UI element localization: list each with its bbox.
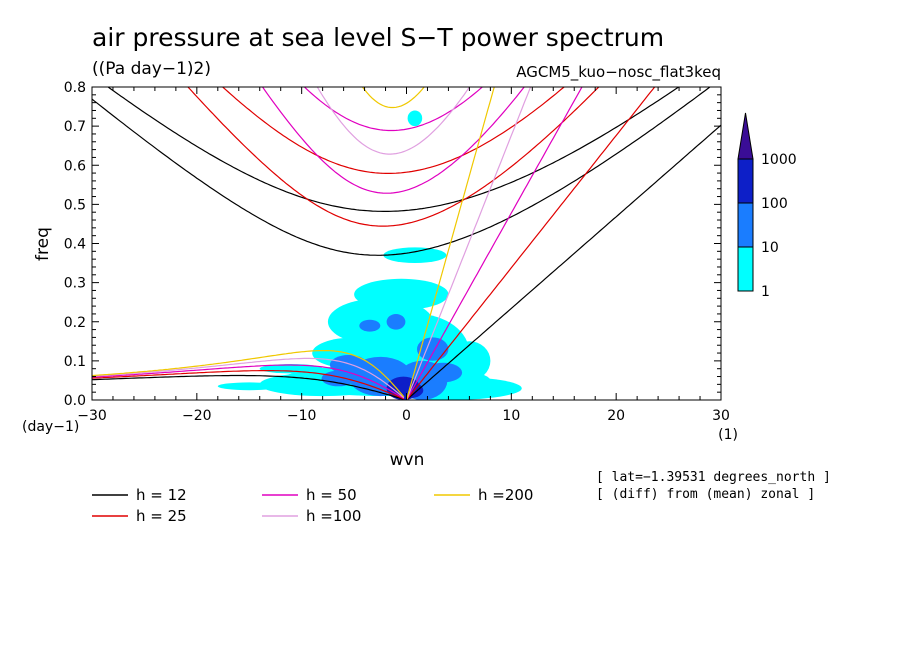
spectral-blob bbox=[386, 314, 406, 330]
x-tick-label: 20 bbox=[607, 408, 625, 424]
spectral-blob bbox=[407, 110, 423, 127]
dispersion-curve bbox=[316, 87, 471, 155]
spectral-blob bbox=[424, 362, 463, 383]
dispersion-curve bbox=[92, 357, 405, 399]
legend-label: h =200 bbox=[478, 486, 533, 504]
dispersion-curve bbox=[291, 0, 509, 19]
colorbar: 1 10 100 1000 bbox=[737, 112, 797, 300]
x-tick-label: −10 bbox=[287, 408, 317, 424]
dispersion-curve bbox=[303, 87, 484, 132]
spectral-blob bbox=[217, 382, 281, 391]
dispersion-curve bbox=[361, 87, 425, 109]
x-tick-label: 30 bbox=[712, 408, 730, 424]
legend-label: h =100 bbox=[306, 507, 361, 525]
annotation-diff: [ (diff) from (mean) zonal ] bbox=[596, 487, 815, 502]
dispersion-curve bbox=[92, 374, 405, 400]
y-unit-label: (day−1) bbox=[22, 419, 79, 435]
chart-units: ((Pa day−1)2) bbox=[92, 59, 211, 79]
colorbar-label: 10 bbox=[761, 240, 779, 256]
spectral-blob bbox=[359, 319, 381, 332]
dispersion-curve bbox=[92, 364, 405, 399]
dispersion-curve bbox=[261, 87, 525, 194]
x-tick-label: −20 bbox=[182, 408, 212, 424]
experiment-label: AGCM5_kuo−nosc_flat3keq bbox=[516, 63, 721, 82]
spectral-blob bbox=[383, 247, 447, 263]
colorbar-label: 1000 bbox=[761, 152, 797, 168]
dispersion-curve bbox=[406, 124, 721, 400]
colorbar-segment bbox=[737, 158, 754, 204]
y-tick-label: 0.5 bbox=[64, 197, 86, 213]
spectral-blob bbox=[327, 298, 433, 346]
legend-label: h = 12 bbox=[136, 486, 187, 504]
y-tick-label: 0.4 bbox=[64, 237, 86, 253]
spectral-blob bbox=[354, 278, 449, 310]
annotation-latitude: [ lat=−1.39531 degrees_north ] bbox=[596, 470, 831, 485]
colorbar-segment bbox=[737, 202, 754, 248]
y-tick-label: 0.1 bbox=[64, 354, 86, 370]
legend: h = 12 h = 25 h = 50 h =100 h =200 bbox=[92, 486, 533, 525]
spectral-blob bbox=[417, 337, 449, 361]
dispersion-curve bbox=[221, 87, 566, 174]
dispersion-curve bbox=[107, 87, 680, 212]
colorbar-segment bbox=[737, 246, 754, 292]
x-unit-label: (1) bbox=[718, 427, 738, 443]
dispersion-curve bbox=[405, 87, 495, 400]
x-axis-label: wvn bbox=[390, 450, 425, 470]
dispersion-curve bbox=[405, 87, 532, 400]
colorbar-label: 100 bbox=[761, 196, 788, 212]
dispersion-curve bbox=[187, 87, 600, 227]
dispersion-curve bbox=[92, 370, 405, 400]
colorbar-cap bbox=[737, 112, 754, 160]
legend-label: h = 50 bbox=[306, 486, 357, 504]
y-tick-label: 0.3 bbox=[64, 276, 86, 292]
chart-title: air pressure at sea level S−T power spec… bbox=[92, 23, 664, 52]
y-tick-label: 0.6 bbox=[64, 158, 86, 174]
x-axis: −30 −20 −10 0 10 20 30 bbox=[77, 87, 730, 424]
colorbar-label: 1 bbox=[761, 284, 770, 300]
y-tick-label: 0.2 bbox=[64, 315, 86, 331]
y-axis: 0.0 0.1 0.2 0.3 0.4 0.5 0.6 0.7 0.8 bbox=[64, 80, 721, 409]
y-tick-label: 0.0 bbox=[64, 393, 86, 409]
spectral-blob bbox=[321, 370, 356, 387]
dispersion-curves bbox=[92, 0, 721, 400]
y-axis-label: freq bbox=[33, 227, 53, 261]
dispersion-curve bbox=[405, 87, 583, 400]
dispersion-curve bbox=[92, 87, 711, 256]
dispersion-curve bbox=[406, 87, 656, 400]
y-tick-label: 0.8 bbox=[64, 80, 86, 96]
x-tick-label: −30 bbox=[77, 408, 107, 424]
x-tick-label: 0 bbox=[402, 408, 411, 424]
legend-label: h = 25 bbox=[136, 507, 187, 525]
x-tick-label: 10 bbox=[502, 408, 520, 424]
dispersion-curve bbox=[92, 350, 405, 398]
y-tick-label: 0.7 bbox=[64, 119, 86, 135]
